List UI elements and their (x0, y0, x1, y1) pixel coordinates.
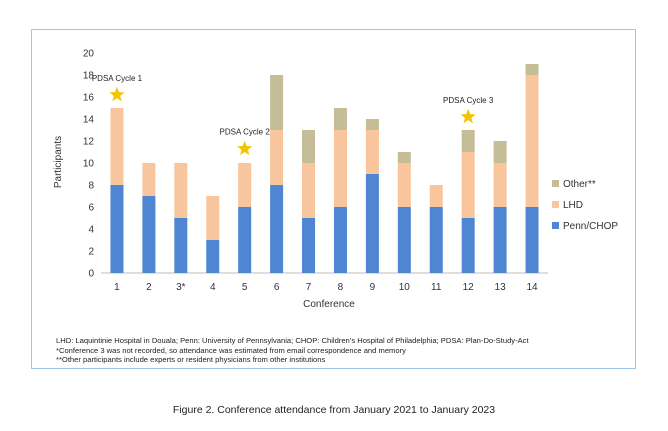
bar-penn-chop (270, 185, 284, 273)
bar-other (461, 130, 475, 152)
footnote-other-participants: **Other participants include experts or … (56, 355, 326, 365)
bar-lhd (493, 163, 507, 207)
bar-lhd (525, 75, 539, 207)
legend-label-lhd: LHD (563, 200, 583, 211)
y-tick-label: 8 (88, 181, 94, 192)
x-tick-label: 12 (463, 282, 475, 293)
bar-penn-chop (206, 240, 220, 273)
bar-penn-chop (302, 218, 316, 273)
bar-lhd (110, 108, 124, 185)
bar-penn-chop (525, 207, 539, 273)
legend-swatch-lhd (552, 201, 559, 208)
pdsa-cycle-label: PDSA Cycle 2 (220, 128, 271, 137)
bar-other (333, 108, 347, 130)
bar-penn-chop (333, 207, 347, 273)
x-axis-label: Conference (303, 299, 355, 310)
bar-other (525, 64, 539, 75)
y-axis-label: Participants (53, 136, 64, 188)
footnote-conference-3: *Conference 3 was not recorded, so atten… (56, 345, 406, 355)
bar-lhd (397, 163, 411, 207)
bar-lhd (365, 130, 379, 174)
y-tick-label: 12 (83, 137, 95, 148)
bar-penn-chop (429, 207, 443, 273)
y-tick-label: 6 (88, 203, 94, 214)
x-tick-label: 9 (370, 282, 376, 293)
pdsa-cycle-label: PDSA Cycle 1 (92, 74, 143, 83)
legend-label-penn-chop: Penn/CHOP (563, 221, 618, 232)
x-tick-label: 5 (242, 282, 248, 293)
y-tick-label: 10 (83, 159, 95, 170)
x-tick-label: 7 (306, 282, 312, 293)
bar-other (365, 119, 379, 130)
bar-lhd (206, 196, 220, 240)
bar-lhd (142, 163, 156, 196)
y-tick-label: 16 (83, 93, 95, 104)
legend: Other** LHD Penn/CHOP (552, 179, 618, 232)
x-tick-label: 6 (274, 282, 280, 293)
footnotes: LHD: Laquintinie Hospital in Douala; Pen… (56, 336, 631, 365)
bar-penn-chop (461, 218, 475, 273)
bar-penn-chop (238, 207, 252, 273)
x-tick-label: 11 (431, 282, 442, 293)
x-tick-label: 10 (399, 282, 411, 293)
star-icon (460, 108, 476, 124)
legend-swatch-other (552, 180, 559, 187)
bar-penn-chop (110, 185, 124, 273)
x-tick-label: 2 (146, 282, 152, 293)
x-tick-label: 14 (526, 282, 538, 293)
bar-other (397, 152, 411, 163)
bar-lhd (333, 130, 347, 207)
y-tick-label: 4 (88, 225, 94, 236)
bar-lhd (270, 130, 284, 185)
bar-lhd (461, 152, 475, 218)
bar-lhd (238, 163, 252, 207)
x-tick-label: 4 (210, 282, 216, 293)
y-tick-label: 2 (88, 247, 94, 258)
annotations: PDSA Cycle 1 PDSA Cycle 2 PDSA Cycle 3 (92, 74, 494, 156)
y-tick-label: 18 (83, 71, 95, 82)
y-tick-label: 14 (83, 115, 95, 126)
star-icon (237, 140, 253, 156)
y-tick-label: 20 (83, 49, 95, 60)
footnote-abbreviations: LHD: Laquintinie Hospital in Douala; Pen… (56, 336, 529, 345)
bar-other (302, 130, 316, 163)
x-tick-label: 3* (176, 282, 186, 293)
bar-penn-chop (142, 196, 156, 273)
bar-lhd (429, 185, 443, 207)
bar-lhd (174, 163, 188, 218)
y-tick-label: 0 (88, 269, 94, 280)
legend-label-other: Other** (563, 179, 596, 190)
bar-other (270, 75, 284, 130)
star-icon (109, 86, 125, 102)
bar-other (493, 141, 507, 163)
legend-swatch-penn-chop (552, 222, 559, 229)
bar-penn-chop (397, 207, 411, 273)
bars (110, 64, 539, 273)
bar-penn-chop (174, 218, 188, 273)
x-tick-label: 8 (338, 282, 344, 293)
pdsa-cycle-label: PDSA Cycle 3 (443, 96, 494, 105)
figure-caption: Figure 2. Conference attendance from Jan… (172, 404, 496, 416)
bar-penn-chop (493, 207, 507, 273)
bar-penn-chop (365, 174, 379, 273)
x-tick-label: 13 (495, 282, 507, 293)
bar-lhd (302, 163, 316, 218)
x-tick-label: 1 (114, 282, 120, 293)
